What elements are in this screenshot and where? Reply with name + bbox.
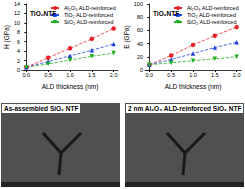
svg-text:E (GPa): E (GPa) [123,25,131,48]
svg-text:SiO₂ ALD-reinforced: SiO₂ ALD-reinforced [64,19,114,25]
svg-text:6: 6 [17,39,20,45]
svg-text:10: 10 [14,20,20,26]
svg-text:0.5: 0.5 [167,72,175,78]
svg-text:4: 4 [17,48,20,54]
svg-text:TiO₂ ALD-reinforced: TiO₂ ALD-reinforced [64,12,113,18]
svg-text:1.5: 1.5 [211,72,219,78]
svg-text:1.0: 1.0 [189,72,197,78]
svg-text:1.5: 1.5 [88,72,96,78]
svg-text:40: 40 [137,41,143,47]
svg-text:14: 14 [14,1,20,7]
svg-text:TiO₂NTF: TiO₂NTF [153,10,179,17]
svg-text:8: 8 [17,29,20,35]
html-text:As-assembled SiO₂ NTF: As-assembled SiO₂ NTF [4,105,79,112]
svg-text:12: 12 [14,10,20,16]
svg-text:0.0: 0.0 [146,72,154,78]
svg-text:2.0: 2.0 [110,72,118,78]
svg-text:ALD thickness (nm): ALD thickness (nm) [165,83,222,91]
svg-text:1.0: 1.0 [66,72,74,78]
svg-text:100: 100 [134,1,143,7]
svg-text:ALD thickness (nm): ALD thickness (nm) [42,83,99,91]
svg-text:TiO₂NTF: TiO₂NTF [30,10,56,17]
svg-text:80: 80 [137,14,143,20]
svg-text:0.0: 0.0 [23,72,31,78]
svg-text:2: 2 [17,58,20,64]
svg-text:2.0: 2.0 [233,72,241,78]
svg-text:SiO₂ ALD-reinforced: SiO₂ ALD-reinforced [187,19,237,25]
svg-text:0: 0 [17,67,20,73]
svg-text:0: 0 [140,67,143,73]
svg-text:0.5: 0.5 [44,72,52,78]
svg-text:20: 20 [137,54,143,60]
svg-text:60: 60 [137,27,143,33]
svg-text:Al₂O₃ ALD-reinforced: Al₂O₃ ALD-reinforced [187,5,239,11]
html-text:2 nm Al₂O₃ ALD-reinforced SiO₂: 2 nm Al₂O₃ ALD-reinforced SiO₂ NTF [128,105,242,112]
svg-text:H (GPa): H (GPa) [3,25,11,49]
svg-text:Al₂O₃ ALD-reinforced: Al₂O₃ ALD-reinforced [64,5,116,11]
svg-text:TiO₂ ALD-reinforced: TiO₂ ALD-reinforced [187,12,236,18]
